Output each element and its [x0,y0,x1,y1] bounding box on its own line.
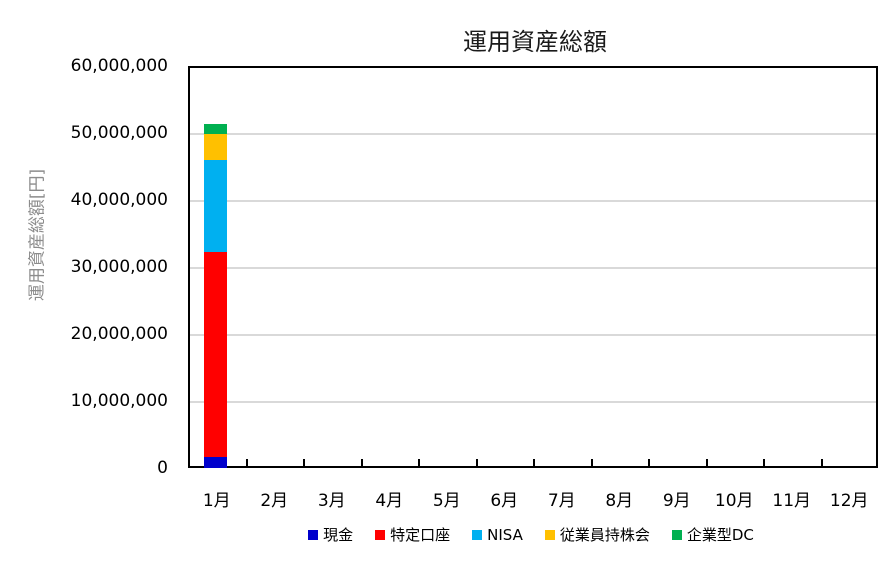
legend-swatch-icon [544,529,555,540]
x-tick-label: 11月 [772,491,812,511]
bar-stack [837,68,860,468]
x-tick-label: 2月 [260,491,289,511]
bar-stack [549,68,572,468]
legend: 現金 特定口座 NISA 従業員持株会 企業型DC [84,524,894,545]
x-tick-mark [245,459,248,466]
y-tick-label: 0 [157,458,168,478]
legend-label: NISA [487,525,523,544]
x-tick-mark [303,459,305,466]
legend-item: 企業型DC [671,524,754,545]
plot-area [188,66,878,468]
x-tick-label: 12月 [829,491,869,511]
gridline [190,401,876,403]
bar-segment [204,123,228,134]
legend-item: NISA [472,524,523,545]
legend-item: 特定口座 [375,524,450,545]
bar-stack [319,68,342,468]
legend-item: 従業員持株会 [544,524,650,545]
x-tick-label: 1月 [202,491,231,511]
legend-swatch-icon [671,529,682,540]
gridline [190,200,876,202]
x-tick-mark [648,459,650,466]
x-tick-label: 8月 [605,491,634,511]
legend-item: 現金 [308,524,353,545]
y-tick-label: 10,000,000 [70,391,168,411]
gridline [190,267,876,269]
x-tick-label: 10月 [714,491,754,511]
bar-segment [204,159,228,252]
legend-label: 現金 [323,526,354,544]
bar-stack [664,68,687,468]
x-tick-mark [820,459,823,466]
bar-stack [779,68,802,468]
bar-stack [377,68,400,468]
x-tick-mark [705,459,708,466]
x-tick-mark [475,459,478,466]
bar-stack [492,68,515,468]
x-tick-mark [590,459,593,466]
bar-stack [434,68,457,468]
bar-segment [204,133,228,160]
bar-stack [607,68,630,468]
x-tick-mark [418,459,420,466]
legend-label: 企業型DC [686,526,754,544]
x-tick-mark [533,459,535,466]
gridline [190,334,876,336]
x-tick-label: 4月 [375,491,404,511]
gridline [190,133,876,135]
y-axis-label: 運用資産総額[円] [27,168,48,302]
bar-segment [204,251,228,457]
bar-stack [204,68,228,468]
legend-swatch-icon [375,529,386,540]
y-tick-label: 20,000,000 [70,324,168,344]
legend-swatch-icon [308,529,319,540]
x-tick-mark [360,459,363,466]
y-tick-label: 60,000,000 [70,56,168,76]
x-tick-label: 5月 [432,491,461,511]
y-tick-label: 30,000,000 [70,257,168,277]
y-tick-label: 50,000,000 [70,123,168,143]
x-tick-label: 6月 [490,491,519,511]
legend-label: 特定口座 [390,526,451,544]
x-tick-label: 7月 [547,491,576,511]
x-tick-label: 9月 [662,491,691,511]
bar-stack [262,68,285,468]
bar-segment [204,456,228,468]
x-tick-mark [763,459,765,466]
chart-title: 運用資産総額 [463,28,607,56]
bar-stack [722,68,745,468]
legend-label: 従業員持株会 [559,526,650,544]
x-tick-label: 3月 [317,491,346,511]
legend-swatch-icon [472,529,483,540]
y-tick-label: 40,000,000 [70,190,168,210]
